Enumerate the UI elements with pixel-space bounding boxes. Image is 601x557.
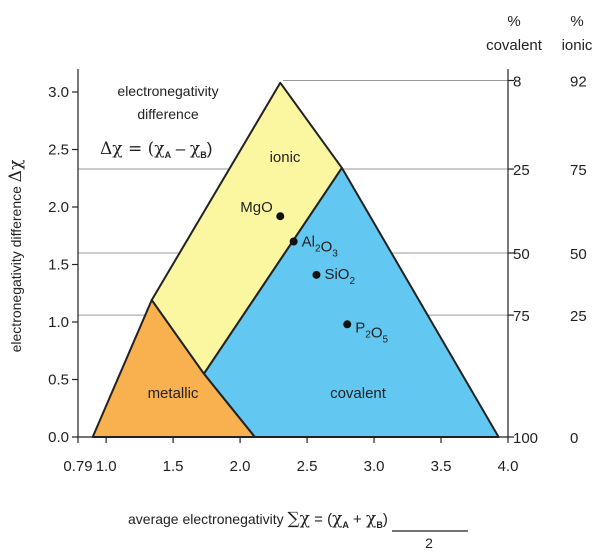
header-ionic: ionic xyxy=(562,37,593,54)
ionic-percent-label: 25 xyxy=(570,308,587,325)
formula-box-equation: Δχ = (χA – χB) xyxy=(100,139,212,160)
covalent-percent-label: 75 xyxy=(513,308,530,325)
y-axis-ticks: 0.0 0.5 1.0 1.5 2.0 2.5 3.0 xyxy=(48,84,78,446)
compound-label-p2o5: P2O5 xyxy=(355,319,388,345)
compound-label-sio2: SiO2 xyxy=(324,266,355,287)
covalent-percent-label: 50 xyxy=(513,246,530,263)
y-tick-label: 2.0 xyxy=(48,199,69,216)
y-tick-label: 1.5 xyxy=(48,257,69,274)
x-axis-title: average electronegativity ∑χ = (χA + χB) xyxy=(128,509,388,530)
region-label-metallic: metallic xyxy=(148,385,199,402)
right-scale-labels: 8 92 25 75 50 50 75 25 100 0 xyxy=(513,74,587,448)
ionic-percent-label: 92 xyxy=(570,74,587,91)
region-label-covalent: covalent xyxy=(330,385,387,402)
x-axis-title-denominator: 2 xyxy=(425,535,433,551)
x-axis-ticks: 0.79 1.0 1.5 2.0 2.5 3.0 3.5 4.0 xyxy=(63,437,518,475)
covalent-percent-label: 100 xyxy=(513,430,538,447)
compound-point-p2o5 xyxy=(343,320,352,329)
ionic-percent-label: 0 xyxy=(570,430,578,447)
x-tick-label: 4.0 xyxy=(498,458,519,475)
y-tick-label: 0.5 xyxy=(48,372,69,389)
ionic-percent-label: 50 xyxy=(570,246,587,263)
x-tick-label: 0.79 xyxy=(63,458,92,475)
header-ionic-percent: % xyxy=(570,13,583,30)
compound-label-mgo: MgO xyxy=(240,199,273,216)
formula-box-line1: electronegativity xyxy=(117,83,218,99)
compound-point-al2o3 xyxy=(289,237,298,246)
x-tick-label: 1.0 xyxy=(96,458,117,475)
covalent-percent-label: 25 xyxy=(513,162,530,179)
x-tick-label: 3.0 xyxy=(364,458,385,475)
covalent-percent-label: 8 xyxy=(513,74,521,91)
compound-label-al2o3: Al2O3 xyxy=(302,234,339,260)
region-label-ionic: ionic xyxy=(270,149,301,166)
compound-point-sio2 xyxy=(312,270,321,279)
x-tick-label: 2.0 xyxy=(230,458,251,475)
y-tick-label: 3.0 xyxy=(48,84,69,101)
header-covalent-percent: % xyxy=(507,13,520,30)
header-covalent: covalent xyxy=(486,37,543,54)
compound-markers: MgO Al2O3 SiO2 P2O5 xyxy=(240,199,388,345)
y-tick-label: 2.5 xyxy=(48,142,69,159)
formula-box-line2: difference xyxy=(137,106,198,122)
y-axis-title: electronegativity difference Δχ xyxy=(6,160,26,353)
y-tick-label: 0.0 xyxy=(48,429,69,446)
ionic-percent-label: 75 xyxy=(570,162,587,179)
x-tick-label: 1.5 xyxy=(163,458,184,475)
right-scale-ticks xyxy=(508,79,514,438)
compound-point-mgo xyxy=(276,212,285,221)
y-tick-label: 1.0 xyxy=(48,314,69,331)
x-tick-label: 3.5 xyxy=(431,458,452,475)
x-tick-label: 2.5 xyxy=(297,458,318,475)
